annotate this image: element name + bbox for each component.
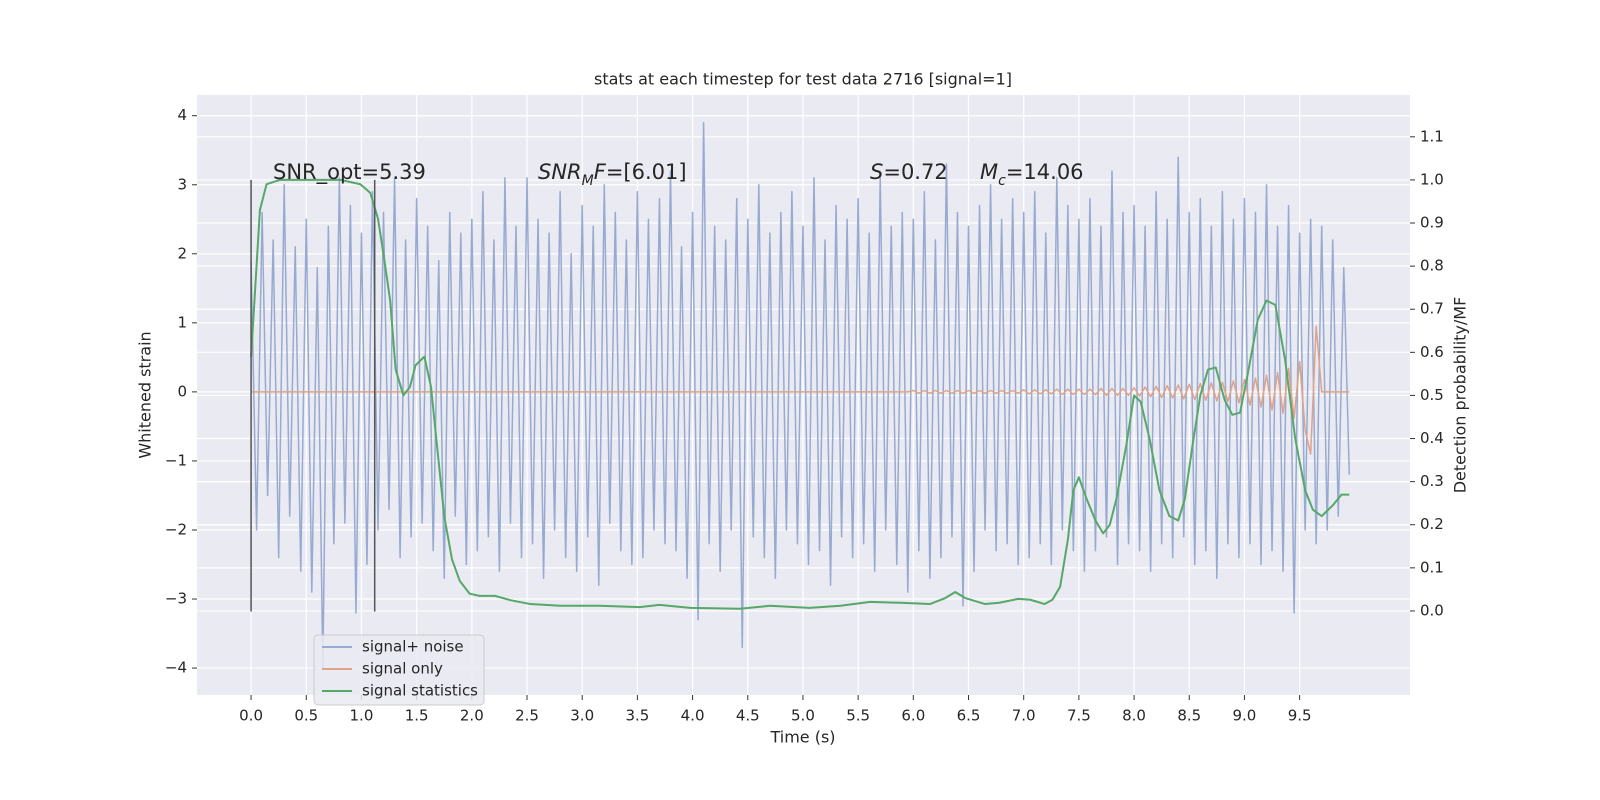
y2-tick-label: 0.6	[1420, 343, 1444, 361]
annotation-part: SNR	[538, 160, 582, 184]
x-tick-label: 0.0	[239, 707, 263, 725]
y-tick-label: 1	[177, 313, 187, 331]
annotation-part: F	[594, 160, 607, 184]
y2-tick-label: 1.0	[1420, 170, 1444, 188]
chart-title: stats at each timestep for test data 271…	[594, 70, 1012, 89]
y2-axis-label: Detection probability/MF	[1451, 297, 1470, 494]
x-tick-label: 4.5	[736, 707, 760, 725]
y-tick-label: −4	[165, 659, 187, 677]
x-tick-label: 7.0	[1012, 707, 1036, 725]
series-line	[251, 325, 1350, 455]
x-tick-label: 3.0	[570, 707, 594, 725]
y-axis-label: Whitened strain	[136, 331, 155, 458]
annotation-part: =0.72	[883, 160, 947, 184]
y-tick-label: 3	[177, 175, 187, 193]
annotation-part: =14.06	[1006, 160, 1084, 184]
y-tick-label: −3	[165, 590, 187, 608]
x-tick-label: 0.5	[294, 707, 318, 725]
y2-tick-label: 0.1	[1420, 558, 1444, 576]
x-tick-label: 5.0	[791, 707, 815, 725]
legend-label: signal+ noise	[362, 638, 464, 656]
annotation: S=0.72	[870, 160, 948, 184]
legend-label: signal only	[362, 660, 443, 678]
series-line	[250, 178, 1350, 610]
y-tick-label: 2	[177, 244, 187, 262]
y-tick-label: −2	[165, 520, 187, 538]
y-tick-label: −1	[165, 451, 187, 469]
y-tick-label: 4	[177, 106, 187, 124]
y-tick-label: 0	[177, 382, 187, 400]
y2-tick-label: 0.4	[1420, 429, 1444, 447]
annotation-part: S	[870, 160, 883, 184]
x-tick-label: 7.5	[1067, 707, 1091, 725]
x-tick-label: 5.5	[846, 707, 870, 725]
legend-label: signal statistics	[362, 682, 478, 700]
y2-tick-label: 0.8	[1420, 257, 1444, 275]
y2-tick-label: 0.7	[1420, 300, 1444, 318]
annotation: SNRMF=[6.01]	[538, 160, 687, 189]
y2-tick-label: 0.2	[1420, 515, 1444, 533]
y2-tick-label: 0.3	[1420, 472, 1444, 490]
annotation-part: SNR_opt=5.39	[273, 160, 426, 185]
annotation: SNR_opt=5.39	[273, 160, 426, 185]
series-line	[250, 121, 1351, 669]
y2-tick-label: 0.0	[1420, 601, 1444, 619]
y2-tick-label: 0.5	[1420, 386, 1444, 404]
x-tick-label: 9.5	[1288, 707, 1312, 725]
x-tick-label: 6.5	[957, 707, 981, 725]
x-tick-label: 4.0	[681, 707, 705, 725]
x-tick-label: 8.0	[1122, 707, 1146, 725]
annotation-part: c	[998, 173, 1006, 189]
x-tick-label: 6.0	[901, 707, 925, 725]
x-tick-label: 2.0	[460, 707, 484, 725]
x-tick-label: 3.5	[625, 707, 649, 725]
annotation: Mc=14.06	[980, 160, 1084, 189]
annotation-part: M	[582, 173, 594, 189]
legend-box	[313, 634, 485, 706]
annotation-part: =[6.01]	[606, 160, 687, 184]
y2-tick-label: 0.9	[1420, 214, 1444, 232]
x-tick-label: 1.0	[350, 707, 374, 725]
y2-tick-label: 1.1	[1420, 127, 1444, 145]
x-tick-label: 8.5	[1177, 707, 1201, 725]
x-axis-label: Time (s)	[769, 728, 835, 747]
x-tick-label: 9.0	[1233, 707, 1257, 725]
annotation-part: M	[980, 160, 998, 184]
x-tick-label: 1.5	[405, 707, 429, 725]
x-tick-label: 2.5	[515, 707, 539, 725]
